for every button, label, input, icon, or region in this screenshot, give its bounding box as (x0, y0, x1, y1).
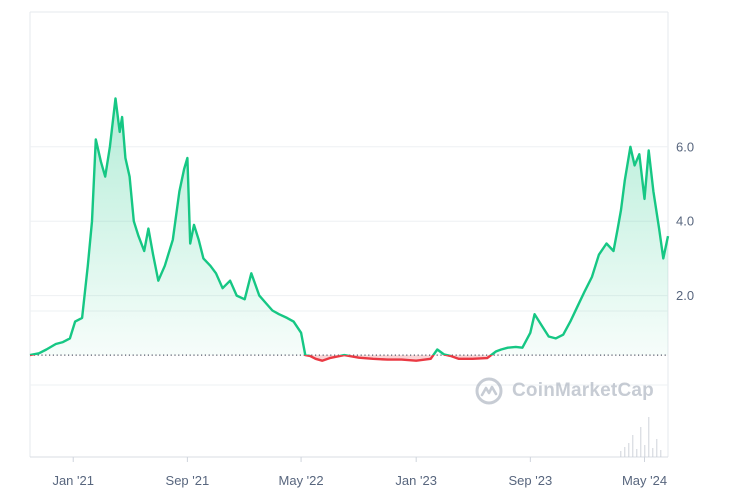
volume-bar (644, 445, 646, 457)
volume-bars (620, 417, 662, 457)
volume-bar (656, 439, 658, 457)
y-tick-label: 6.0 (676, 139, 694, 154)
series-line-above (29, 97, 670, 356)
x-tick-label: May '22 (279, 473, 324, 488)
x-tick-label: Sep '21 (166, 473, 210, 488)
x-tick-label: Jan '23 (395, 473, 437, 488)
y-axis-ticks: 2.0 4.0 6.0 (676, 139, 694, 303)
volume-bar (652, 448, 654, 457)
volume-bar (632, 435, 634, 457)
coinmarketcap-logo-icon (475, 377, 503, 405)
volume-bar (624, 447, 626, 457)
x-tick-label: May '24 (622, 473, 667, 488)
volume-bar (636, 449, 638, 457)
volume-bar (620, 451, 622, 457)
x-tick-label: Jan '21 (52, 473, 94, 488)
y-tick-label: 4.0 (676, 214, 694, 229)
volume-bar (628, 443, 630, 457)
x-axis-ticks: Jan '21 Sep '21 May '22 Jan '23 Sep '23 May '… (52, 457, 667, 488)
watermark-text: CoinMarketCap (512, 380, 654, 401)
coinmarketcap-watermark: CoinMarketCap (474, 376, 654, 406)
area-fill (30, 98, 668, 361)
area-fill-below (305, 355, 492, 361)
volume-bar (648, 417, 650, 457)
x-tick-label: Sep '23 (509, 473, 553, 488)
area-fill-above (30, 98, 668, 356)
volume-bar (640, 427, 642, 457)
y-tick-label: 2.0 (676, 288, 694, 303)
volume-bar (660, 450, 662, 457)
series-lines (29, 97, 670, 362)
